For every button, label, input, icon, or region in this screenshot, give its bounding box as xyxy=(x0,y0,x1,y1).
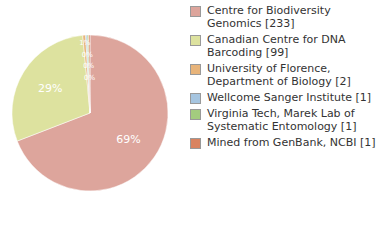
html-text:Virginia Tech, Marek Lab of Sy: Virginia Tech, Marek Lab of Systematic E… xyxy=(207,107,357,133)
html-text:Mined from GenBank, NCBI [1]: Mined from GenBank, NCBI [1] xyxy=(207,136,376,149)
html-text:Centre for Biodiversity Genomi: Centre for Biodiversity Genomics [233] xyxy=(207,4,331,30)
html-text:Wellcome Sanger Institute [1]: Wellcome Sanger Institute [1] xyxy=(207,91,372,104)
svg-text:69%: 69% xyxy=(116,133,140,146)
svg-text:0%: 0% xyxy=(83,62,94,70)
html-text:University of Florence, Depart: University of Florence, Department of Bi… xyxy=(207,62,351,88)
svg-text:0%: 0% xyxy=(84,74,95,82)
svg-text:1%: 1% xyxy=(79,39,90,47)
svg-text:0%: 0% xyxy=(82,51,93,59)
svg-text:29%: 29% xyxy=(38,82,62,95)
html-text:Canadian Centre for DNA Barcod: Canadian Centre for DNA Barcoding [99] xyxy=(207,33,346,59)
